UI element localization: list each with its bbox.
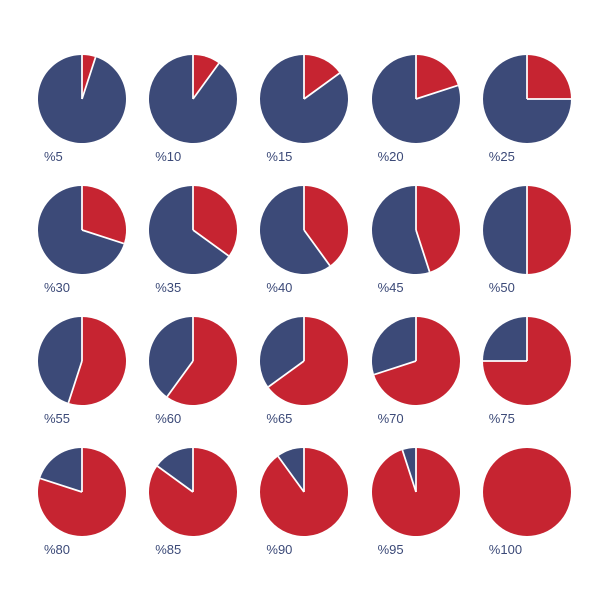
pie-chart-icon [372,55,460,143]
pie-label: %10 [149,149,181,164]
pie-chart-icon [38,317,126,405]
pie-chart-icon [38,55,126,143]
pie-chart-grid: %5 %10 %15 %20 %25 %30 %35 %40 %45 %50 %55 %60 %65 %7… [0,25,612,587]
pie-chart-icon [260,186,348,274]
pie-label: %50 [483,280,515,295]
pie-cell: %60 [149,317,240,426]
pie-cell: %20 [372,55,463,164]
pie-cell: %35 [149,186,240,295]
pie-cell: %95 [372,448,463,557]
pie-chart-icon [483,317,571,405]
pie-chart-icon [149,55,237,143]
pie-chart-icon [372,448,460,536]
pie-cell: %15 [260,55,351,164]
pie-label: %70 [372,411,404,426]
pie-label: %15 [260,149,292,164]
pie-chart-icon [483,55,571,143]
pie-cell: %70 [372,317,463,426]
pie-cell: %100 [483,448,574,557]
pie-label: %20 [372,149,404,164]
pie-chart-icon [372,186,460,274]
pie-label: %65 [260,411,292,426]
pie-chart-icon [260,448,348,536]
pie-label: %85 [149,542,181,557]
pie-chart-icon [372,317,460,405]
pie-chart-icon [483,448,571,536]
pie-label: %25 [483,149,515,164]
pie-cell: %40 [260,186,351,295]
pie-cell: %10 [149,55,240,164]
pie-cell: %5 [38,55,129,164]
pie-cell: %55 [38,317,129,426]
pie-cell: %75 [483,317,574,426]
pie-label: %55 [38,411,70,426]
pie-chart-icon [149,186,237,274]
pie-cell: %85 [149,448,240,557]
pie-label: %35 [149,280,181,295]
pie-label: %100 [483,542,522,557]
pie-label: %95 [372,542,404,557]
pie-label: %5 [38,149,63,164]
pie-cell: %90 [260,448,351,557]
pie-label: %80 [38,542,70,557]
pie-cell: %80 [38,448,129,557]
pie-cell: %25 [483,55,574,164]
pie-cell: %65 [260,317,351,426]
pie-label: %90 [260,542,292,557]
pie-chart-icon [149,448,237,536]
pie-chart-icon [260,55,348,143]
pie-chart-icon [483,186,571,274]
pie-label: %75 [483,411,515,426]
pie-chart-icon [38,448,126,536]
pie-label: %45 [372,280,404,295]
pie-cell: %30 [38,186,129,295]
pie-chart-icon [149,317,237,405]
pie-chart-icon [260,317,348,405]
pie-label: %30 [38,280,70,295]
pie-label: %60 [149,411,181,426]
pie-cell: %45 [372,186,463,295]
pie-chart-icon [38,186,126,274]
pie-label: %40 [260,280,292,295]
pie-cell: %50 [483,186,574,295]
